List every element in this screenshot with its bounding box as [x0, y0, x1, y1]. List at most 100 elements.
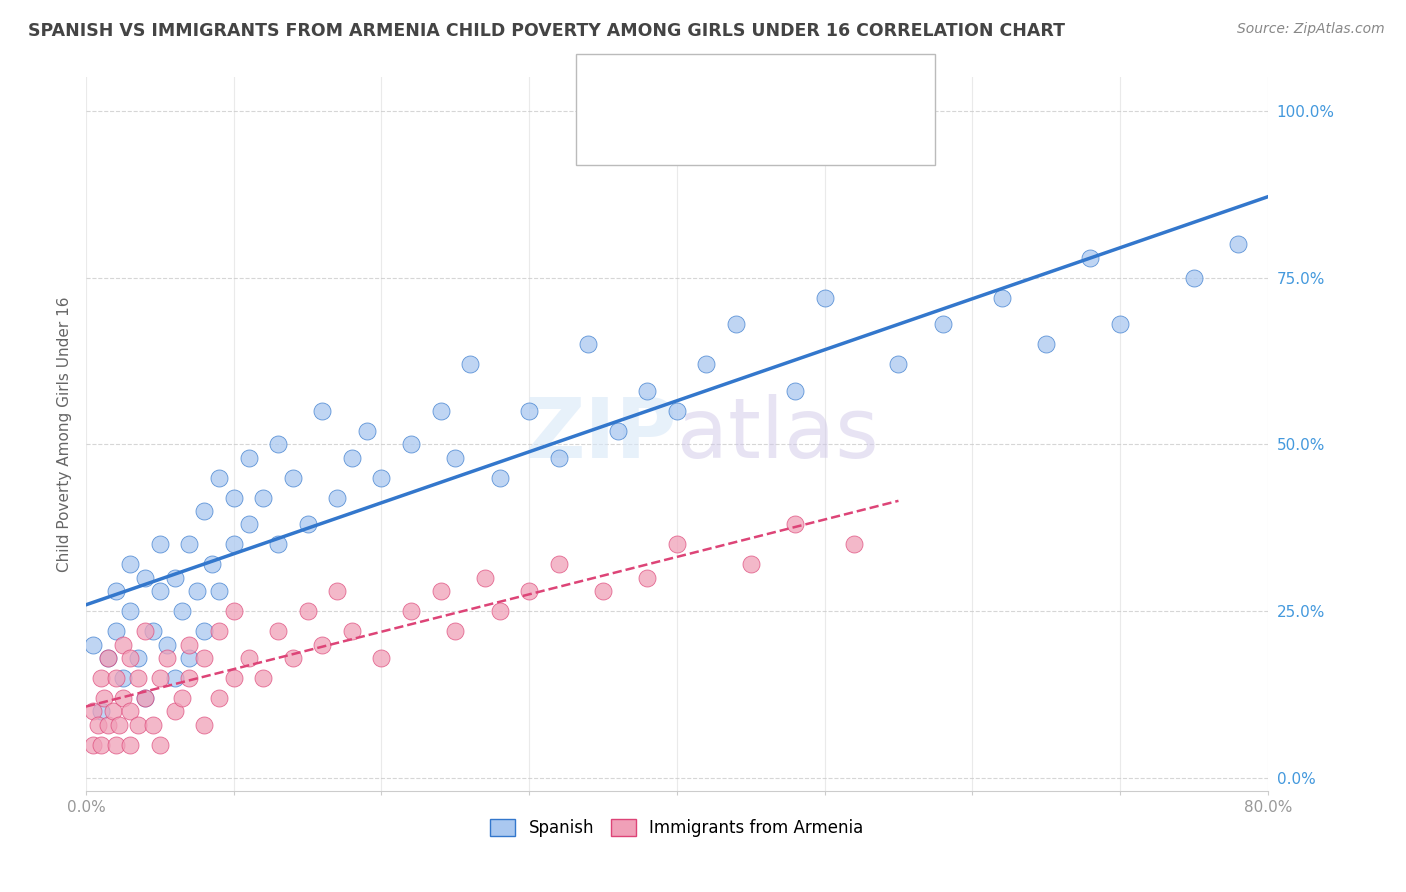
Point: [134, 571, 156, 585]
Point: [127, 650, 149, 665]
Point: [267, 537, 290, 551]
Point: [107, 717, 129, 731]
Point: [267, 624, 290, 639]
Point: [97, 717, 120, 731]
Point: [141, 624, 163, 639]
Point: [163, 571, 186, 585]
Point: [97, 650, 120, 665]
Point: [517, 404, 540, 418]
Legend: Spanish, Immigrants from Armenia: Spanish, Immigrants from Armenia: [484, 812, 870, 844]
Point: [474, 571, 496, 585]
Point: [252, 491, 274, 505]
Point: [134, 690, 156, 705]
Point: [1109, 318, 1132, 332]
Point: [101, 704, 124, 718]
Point: [120, 604, 142, 618]
Point: [90, 704, 112, 718]
Point: [179, 671, 201, 685]
Point: [208, 471, 231, 485]
Point: [356, 424, 378, 438]
Point: [156, 638, 179, 652]
Point: [172, 690, 194, 705]
Point: [783, 384, 806, 398]
Point: [547, 450, 569, 465]
Point: [311, 404, 333, 418]
Point: [267, 437, 290, 451]
Point: [120, 738, 142, 752]
Point: [104, 671, 127, 685]
Point: [665, 404, 688, 418]
Point: [179, 537, 201, 551]
Point: [93, 690, 115, 705]
Point: [844, 537, 866, 551]
Point: [179, 650, 201, 665]
Point: [813, 291, 835, 305]
Point: [1227, 237, 1250, 252]
Point: [208, 624, 231, 639]
Point: [636, 384, 658, 398]
Point: [149, 738, 172, 752]
Point: [222, 604, 245, 618]
Point: [252, 671, 274, 685]
Point: [517, 584, 540, 599]
Point: [172, 604, 194, 618]
Point: [97, 650, 120, 665]
Point: [783, 517, 806, 532]
Point: [186, 584, 208, 599]
Point: [149, 584, 172, 599]
Point: [82, 738, 104, 752]
Point: [104, 584, 127, 599]
Point: [340, 450, 363, 465]
Point: [120, 650, 142, 665]
Point: [399, 437, 422, 451]
Point: [636, 571, 658, 585]
Point: [208, 584, 231, 599]
Point: [222, 671, 245, 685]
Point: [444, 624, 467, 639]
Point: [340, 624, 363, 639]
Point: [149, 671, 172, 685]
Point: [1182, 270, 1205, 285]
Point: [111, 638, 134, 652]
Point: [82, 638, 104, 652]
Text: R =  0.230   N = 57: R = 0.230 N = 57: [651, 116, 827, 134]
Point: [887, 357, 910, 371]
Text: ZIP: ZIP: [524, 394, 676, 475]
Point: [208, 690, 231, 705]
Point: [311, 638, 333, 652]
Point: [127, 717, 149, 731]
Point: [458, 357, 481, 371]
Point: [111, 671, 134, 685]
Point: [134, 690, 156, 705]
Point: [429, 404, 451, 418]
Point: [127, 671, 149, 685]
Point: [111, 690, 134, 705]
Point: [1035, 337, 1057, 351]
Text: SPANISH VS IMMIGRANTS FROM ARMENIA CHILD POVERTY AMONG GIRLS UNDER 16 CORRELATIO: SPANISH VS IMMIGRANTS FROM ARMENIA CHILD…: [28, 22, 1066, 40]
Y-axis label: Child Poverty Among Girls Under 16: Child Poverty Among Girls Under 16: [58, 297, 72, 572]
Point: [991, 291, 1014, 305]
Point: [193, 717, 215, 731]
Point: [222, 537, 245, 551]
Point: [163, 671, 186, 685]
Point: [429, 584, 451, 599]
Point: [444, 450, 467, 465]
Point: [90, 738, 112, 752]
Text: atlas: atlas: [676, 394, 879, 475]
Point: [193, 650, 215, 665]
Point: [163, 704, 186, 718]
Point: [193, 624, 215, 639]
Point: [193, 504, 215, 518]
Point: [576, 337, 599, 351]
Point: [297, 604, 319, 618]
Point: [104, 624, 127, 639]
Point: [370, 650, 392, 665]
Point: [399, 604, 422, 618]
Point: [297, 517, 319, 532]
Point: [326, 584, 349, 599]
Point: [82, 704, 104, 718]
Point: [104, 738, 127, 752]
Point: [141, 717, 163, 731]
Point: [606, 424, 628, 438]
Point: [326, 491, 349, 505]
